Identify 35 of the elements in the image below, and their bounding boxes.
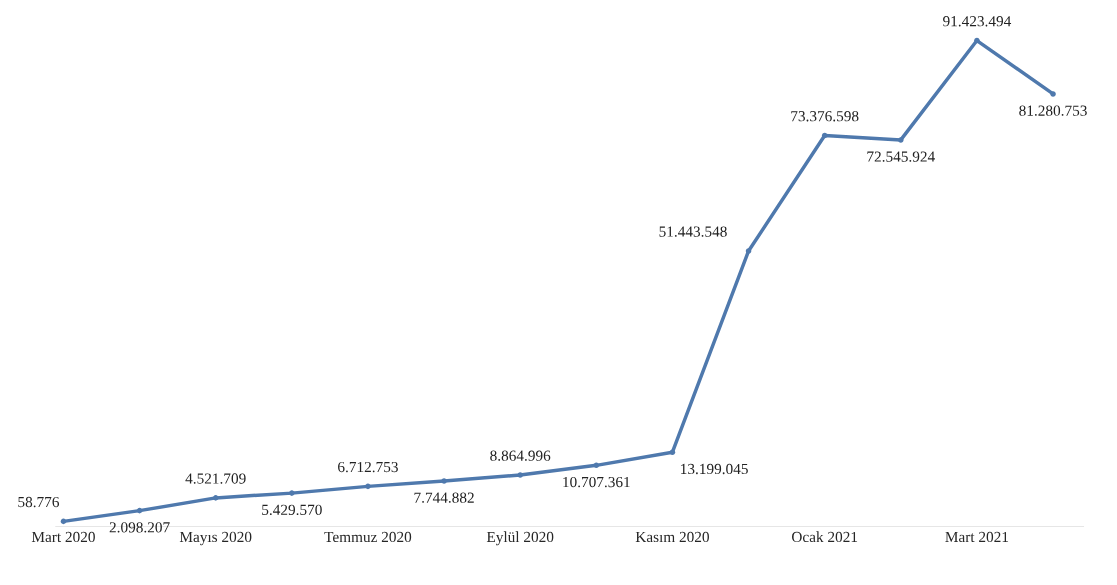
point [365,483,371,490]
point [898,137,904,143]
point [669,449,676,456]
point [136,507,143,514]
data-label: 2.098.207 [109,522,170,533]
x-tick-label: Mayıs 2020 [179,531,252,546]
point [593,462,600,469]
data-label: 4.521.709 [185,473,246,484]
data-label: 7.744.882 [414,492,474,503]
x-tick-label: Kasım 2020 [635,531,709,543]
x-tick-label: Temmuz 2020 [324,531,412,543]
data-label: 51.443.548 [659,226,727,237]
data-label: 91.423.494 [943,16,1012,27]
data-label: 6.712.753 [338,461,398,473]
point [1050,91,1056,97]
point [60,518,67,525]
data-label: 8.864.996 [490,450,551,461]
point [212,495,219,501]
point [745,248,752,254]
x-tick-label: Eylül 2020 [486,531,554,546]
data-label: 5.429.570 [262,504,322,516]
x-tick-label: Ocak 2021 [792,531,858,543]
point [974,37,980,44]
data-label: 81.280.753 [1019,105,1087,116]
x-tick-label: Mart 2021 [945,531,1009,543]
data-label: 72.545.924 [867,151,935,162]
data-label: 73.376.598 [791,111,859,122]
x-tick-label: Mart 2020 [31,531,95,543]
data-label: 13.199.045 [681,463,748,475]
data-label: 58.776 [18,496,60,508]
point [821,132,828,139]
data-label: 10.707.361 [563,476,630,488]
point [441,478,447,484]
point [289,490,295,496]
point [517,472,523,478]
